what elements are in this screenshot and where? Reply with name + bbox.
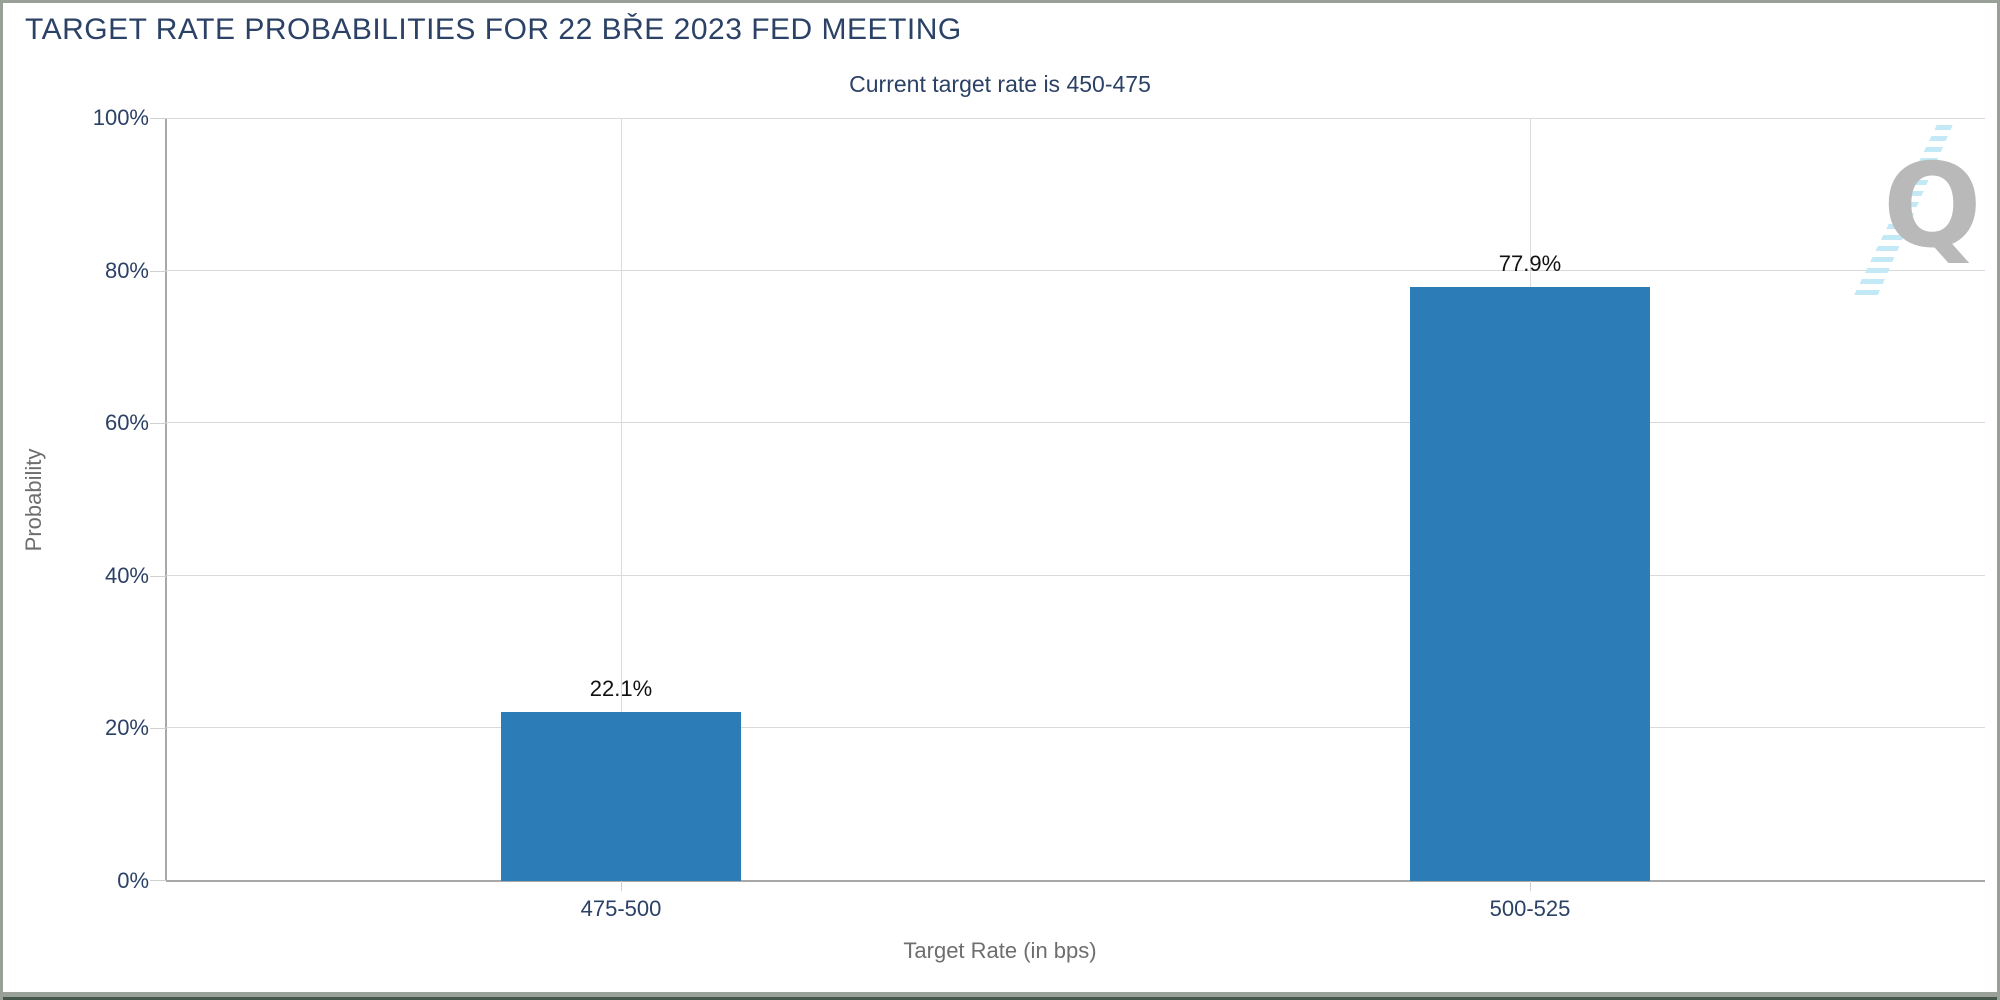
- y-axis-title: Probability: [21, 448, 46, 551]
- y-tick-80: [150, 271, 166, 272]
- gridline-y-100: [166, 118, 1985, 119]
- bar-475-500[interactable]: [501, 712, 741, 881]
- y-tick-label: 0%: [117, 868, 149, 893]
- x-axis-title: Target Rate (in bps): [903, 938, 1097, 963]
- bottom-border-line: [3, 992, 1997, 997]
- bottom-border-strip: [3, 997, 1997, 1000]
- bar-value-label: 22.1%: [589, 676, 653, 701]
- bar-500-525[interactable]: [1410, 287, 1650, 881]
- y-tick-label: 100%: [92, 105, 149, 130]
- y-tick-40: [150, 576, 166, 577]
- y-tick-60: [150, 423, 166, 424]
- gridline-y-60: [166, 422, 1985, 423]
- bar-value-label: 77.9%: [1498, 251, 1562, 276]
- x-tick-475-500: [621, 881, 622, 891]
- gridline-y-20: [166, 727, 1985, 728]
- chart-title: TARGET RATE PROBABILITIES FOR 22 BŘE 202…: [25, 13, 962, 46]
- x-category-label: 475-500: [580, 896, 662, 921]
- y-tick-label: 80%: [104, 258, 149, 283]
- y-axis-line: [165, 118, 167, 881]
- y-tick-100: [150, 118, 166, 119]
- x-tick-500-525: [1530, 881, 1531, 891]
- y-tick-label: 20%: [104, 715, 149, 740]
- gridline-y-80: [166, 270, 1985, 271]
- chart-subtitle: Current target rate is 450-475: [849, 71, 1151, 97]
- x-category-label: 500-525: [1489, 896, 1571, 921]
- gridline-y-40: [166, 575, 1985, 576]
- y-tick-0: [150, 880, 166, 881]
- plot-area: Probability 0% 20% 40% 60% 80% 100% 22.1% 475-5…: [21, 105, 1985, 921]
- y-tick-label: 60%: [104, 410, 149, 435]
- y-tick-label: 40%: [104, 563, 149, 588]
- x-axis-line: [166, 880, 1985, 882]
- y-tick-20: [150, 728, 166, 729]
- gridline-x-475-500: [621, 118, 622, 881]
